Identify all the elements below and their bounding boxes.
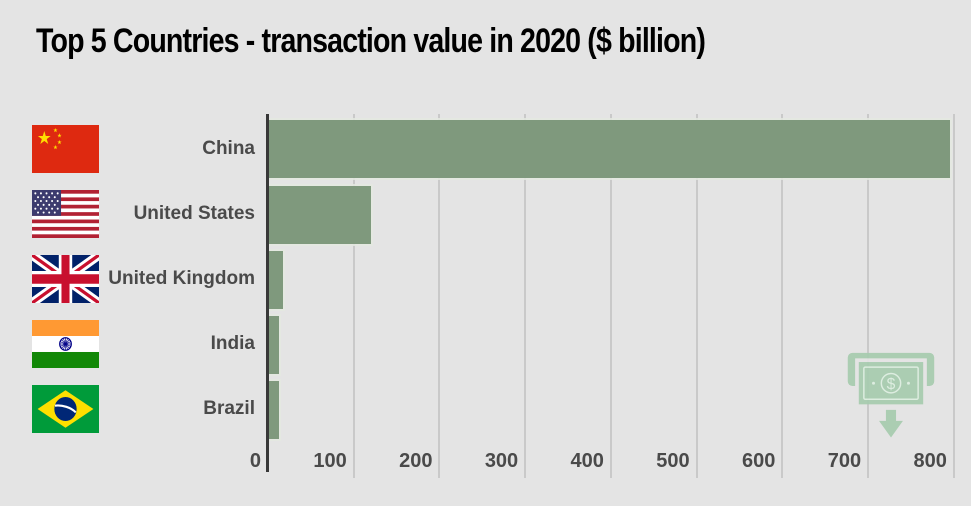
gridline-400 [609, 114, 612, 478]
gridline-600 [781, 114, 784, 478]
x-tick-label-800: 800 [913, 450, 947, 472]
x-tick-label-100: 100 [313, 450, 347, 472]
x-tick-label-200: 200 [399, 450, 433, 472]
x-tick-label-300: 300 [484, 450, 519, 472]
category-label-india: India [210, 333, 255, 354]
gridline-200 [438, 114, 441, 478]
gridline-100 [352, 114, 355, 478]
y-axis-line [266, 114, 269, 472]
gridline-500 [695, 114, 698, 478]
x-tick-label-700: 700 [827, 450, 862, 472]
united-states-flag-icon [32, 190, 99, 238]
x-tick-label-400: 400 [570, 450, 604, 472]
bar-china [266, 118, 952, 180]
x-tick-label-500: 500 [656, 450, 690, 472]
category-label-china: China [202, 138, 255, 159]
page-title: Top 5 Countries - transaction value in 2… [36, 22, 706, 60]
x-tick-label-600: 600 [742, 450, 776, 472]
gridline-300 [524, 114, 527, 478]
x-tick-label-0: 0 [249, 450, 261, 472]
bar-united-kingdom [265, 249, 286, 311]
gridline-700 [867, 114, 870, 478]
india-flag-icon [32, 320, 99, 368]
united-kingdom-flag-icon [32, 255, 99, 303]
svg-text:$: $ [887, 376, 896, 393]
bar-brazil [265, 379, 282, 441]
category-label-united-kingdom: United Kingdom [108, 268, 255, 289]
bar-united-states [266, 184, 373, 246]
money-banknote-down-arrow-icon: $ [845, 351, 937, 439]
category-label-united-states: United States [133, 203, 255, 224]
plot-area: 0 100 200 300 400 500 600 700 800 [250, 114, 971, 478]
brazil-flag-icon [32, 385, 99, 433]
china-flag-icon [32, 125, 99, 173]
bar-india [265, 314, 282, 376]
gridline-800 [952, 114, 955, 478]
category-label-brazil: Brazil [203, 398, 255, 419]
